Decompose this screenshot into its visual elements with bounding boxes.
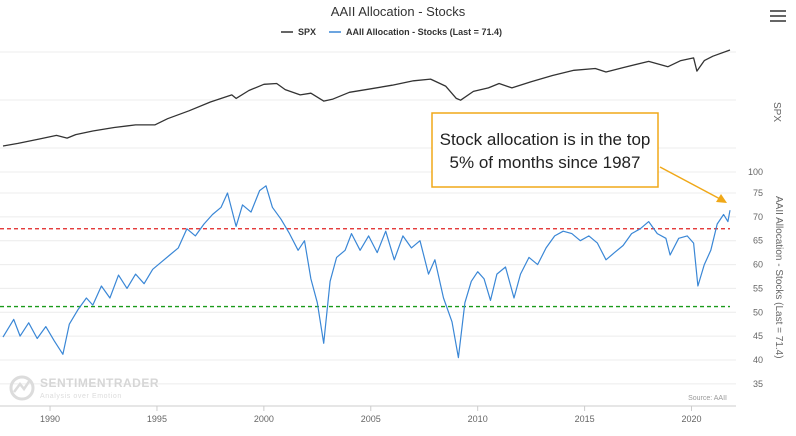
y-tick-label: 50 xyxy=(753,307,763,317)
series-line-spx xyxy=(2,49,731,147)
menu-bar-icon xyxy=(770,15,786,17)
y-tick-label: 35 xyxy=(753,379,763,389)
legend: SPX AAII Allocation - Stocks (Last = 71.… xyxy=(281,27,502,37)
y-axis-right: 100 75 70 65 60 55 50 45 40 35 xyxy=(748,167,763,389)
source-note: Source: AAII xyxy=(688,395,727,402)
x-tick-label: 2005 xyxy=(361,414,381,424)
series-lines xyxy=(2,49,731,359)
x-tick-label: 2015 xyxy=(575,414,595,424)
spx-axis-title: SPX xyxy=(771,102,782,122)
x-tick-label: 1990 xyxy=(40,414,60,424)
series-line-aaii xyxy=(2,185,731,359)
y-tick-label: 70 xyxy=(753,212,763,222)
annotation-box xyxy=(431,112,659,188)
aaii-axis-title: AAII Allocation - Stocks (Last = 71.4) xyxy=(773,196,784,359)
y-tick-label: 60 xyxy=(753,260,763,270)
x-axis: 1990 1995 2000 2005 2010 2015 2020 xyxy=(40,406,702,424)
legend-label-spx[interactable]: SPX xyxy=(298,27,316,37)
watermark: SENTIMENTRADER Analysis over Emotion xyxy=(9,375,159,401)
watermark-logo-icon xyxy=(9,375,35,401)
legend-label-aaii[interactable]: AAII Allocation - Stocks (Last = 71.4) xyxy=(346,27,502,37)
y-tick-label: 65 xyxy=(753,236,763,246)
watermark-tagline: Analysis over Emotion xyxy=(40,393,122,400)
menu-bar-icon xyxy=(770,10,786,12)
x-tick-label: 1995 xyxy=(147,414,167,424)
annotation-arrowhead xyxy=(716,194,727,203)
y-tick-label: 55 xyxy=(753,283,763,293)
menu-bar-icon xyxy=(770,20,786,22)
y-tick-label: 45 xyxy=(753,331,763,341)
y-tick-label: 40 xyxy=(753,355,763,365)
chart-title: AAII Allocation - Stocks xyxy=(331,4,466,19)
reference-lines xyxy=(0,228,730,308)
hamburger-menu-icon[interactable] xyxy=(770,8,786,22)
watermark-trend-icon xyxy=(13,379,32,393)
annotation-line-1: Stock allocation is in the top xyxy=(440,130,651,149)
y-tick-label: 75 xyxy=(753,188,763,198)
x-tick-label: 2010 xyxy=(468,414,488,424)
annotation-line-2: 5% of months since 1987 xyxy=(450,153,641,172)
x-tick-label: 2020 xyxy=(681,414,701,424)
annotation-arrow-line xyxy=(659,166,723,201)
x-tick-label: 2000 xyxy=(254,414,274,424)
watermark-brand: SENTIMENTRADER xyxy=(40,376,159,390)
gridlines xyxy=(0,51,736,407)
annotation-callout: Stock allocation is in the top 5% of mon… xyxy=(431,112,727,203)
y-tick-label: 100 xyxy=(748,167,763,177)
